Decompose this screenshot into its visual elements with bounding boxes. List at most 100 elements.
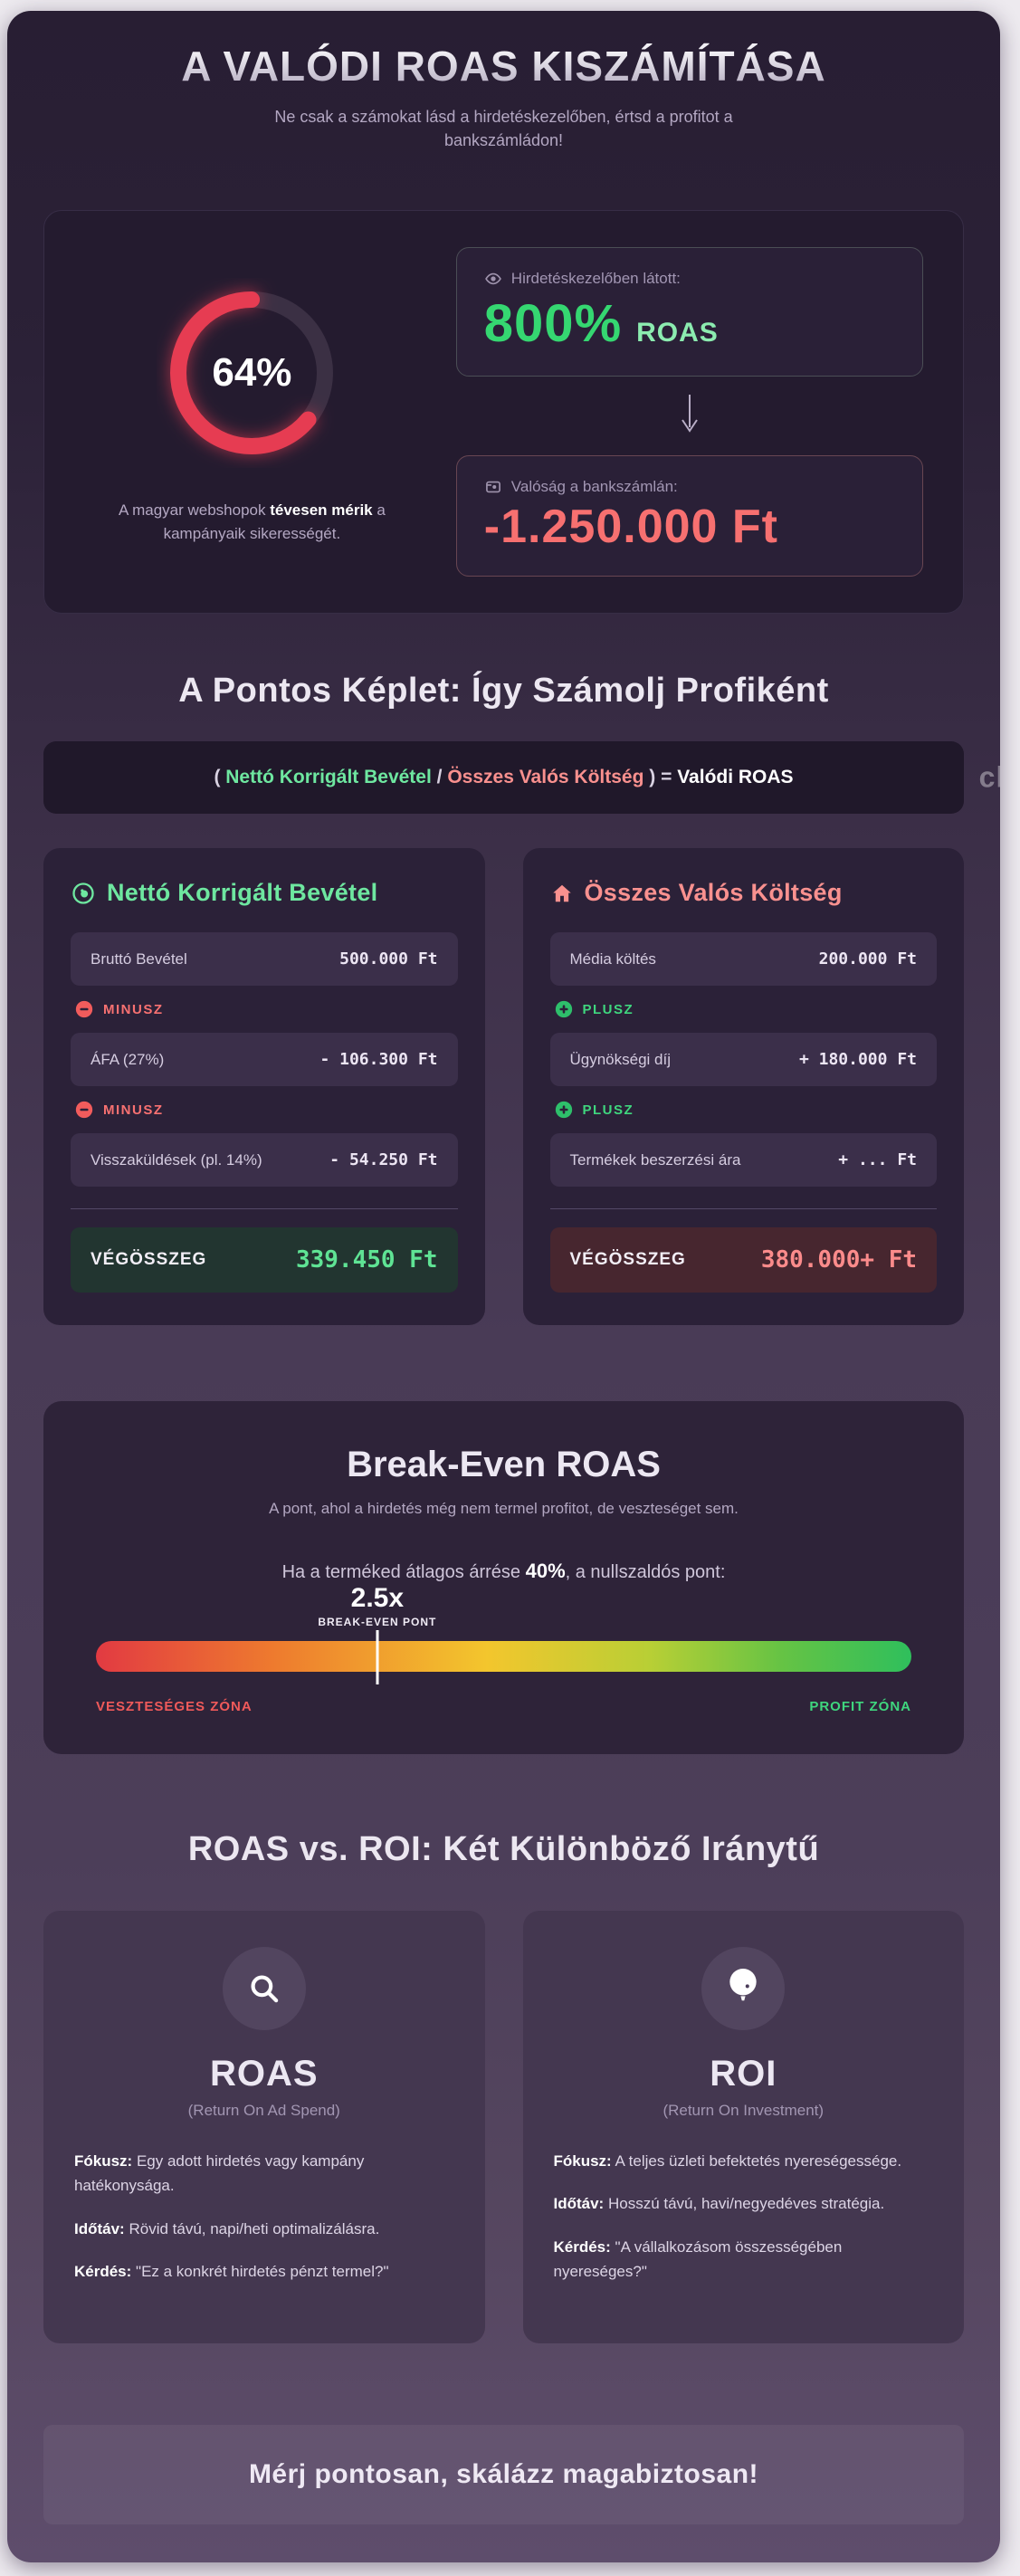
revenue-total-row: VÉGÖSSZEG 339.450 Ft (71, 1227, 458, 1293)
balloon-icon (723, 1965, 763, 2012)
roi-timeframe: Időtáv: Hosszú távú, havi/negyedéves str… (554, 2191, 934, 2216)
row-value: + 180.000 Ft (798, 1050, 917, 1070)
formula-numerator: Nettó Korrigált Bevétel (225, 767, 432, 788)
breakeven-marker-value: 2.5x (350, 1583, 405, 1614)
roas-seen-value: 800% (483, 294, 623, 354)
operator-label: PLUSZ (582, 1102, 634, 1118)
page-title: A VALÓDI ROAS KISZÁMÍTÁSA (62, 42, 946, 91)
operator-label: MINUSZ (103, 1102, 164, 1118)
roas-title: ROAS (209, 2054, 319, 2094)
operator-row: MINUSZ (74, 999, 458, 1019)
operator-label: MINUSZ (103, 1001, 164, 1017)
row-label: Média költés (569, 949, 656, 968)
header: A VALÓDI ROAS KISZÁMÍTÁSA Ne csak a szám… (7, 11, 1000, 152)
table-row: Ügynökségi díj + 180.000 Ft (549, 1033, 937, 1087)
row-value: + ... Ft (838, 1150, 917, 1170)
table-row: ÁFA (27%) - 106.300 Ft (71, 1033, 458, 1087)
ad-manager-stat-label-row: Hirdetéskezelőben látott: (484, 270, 895, 288)
sentence-bold: 40% (525, 1560, 566, 1583)
caption-post: a kampányaik sikerességét. (163, 501, 386, 543)
footer: Mérj pontosan, skálázz magabiztosan! (7, 2401, 1000, 2562)
table-row: Bruttó Bevétel 500.000 Ft (71, 932, 458, 987)
footer-bar: Mérj pontosan, skálázz magabiztosan! (43, 2424, 964, 2524)
operator-row: PLUSZ (554, 1100, 938, 1120)
divider (549, 1208, 937, 1210)
sentence-pre: Ha a terméked átlagos árrése (281, 1562, 526, 1583)
plus-circle-icon (554, 999, 574, 1019)
row-label: ÁFA (27%) (91, 1050, 165, 1068)
roas-subtitle: (Return On Ad Spend) (187, 2102, 340, 2120)
donut-chart: 64% (157, 278, 347, 468)
row-value: - 106.300 Ft (319, 1050, 438, 1070)
costs-card: Összes Valós Költség Média költés 200.00… (522, 848, 964, 1326)
formula-denominator: Összes Valós Költség (447, 767, 644, 788)
row-value: - 54.250 Ft (329, 1150, 438, 1170)
revenue-card-header: Nettó Korrigált Bevétel (71, 879, 458, 907)
total-label: VÉGÖSSZEG (91, 1250, 207, 1270)
question-label: Kérdés: (553, 2237, 611, 2256)
revenue-card: Nettó Korrigált Bevétel Bruttó Bevétel 5… (43, 848, 485, 1326)
breakeven-marker: 2.5x BREAK-EVEN PONT (318, 1583, 436, 1628)
roi-icon-circle (701, 1947, 786, 2031)
roi-card: ROI (Return On Investment) Fókusz: A tel… (522, 1911, 964, 2343)
bank-reality-stat-label-row: Valóság a bankszámlán: (484, 478, 895, 496)
roas-timeframe: Időtáv: Rövid távú, napi/heti optimalizá… (74, 2217, 454, 2241)
focus-text: Egy adott hirdetés vagy kampány hatékony… (74, 2152, 365, 2195)
roas-focus: Fókusz: Egy adott hirdetés vagy kampány … (74, 2149, 454, 2198)
question-text: "A vállalkozásom összességében nyeresége… (553, 2237, 843, 2280)
row-value: 500.000 Ft (339, 949, 438, 969)
time-text: Rövid távú, napi/heti optimalizálásra. (124, 2219, 380, 2237)
footer-slogan: Mérj pontosan, skálázz magabiztosan! (248, 2458, 759, 2489)
bank-reality-stat-box: Valóság a bankszámlán: -1.250.000 Ft (455, 455, 923, 577)
row-label: Visszaküldések (pl. 14%) (91, 1150, 262, 1169)
roi-subtitle: (Return On Investment) (663, 2102, 825, 2120)
focus-text: A teljes üzleti befektetés nyereségesség… (611, 2152, 902, 2171)
roi-question: Kérdés: "A vállalkozásom összességében n… (554, 2235, 934, 2284)
roas-body: Fókusz: Egy adott hirdetés vagy kampány … (74, 2149, 454, 2284)
operator-row: MINUSZ (74, 1100, 458, 1120)
breakeven-sentence: Ha a terméked átlagos árrése 40%, a null… (96, 1560, 911, 1583)
roi-focus: Fókusz: A teljes üzleti befektetés nyere… (554, 2149, 934, 2173)
infographic-poster: A VALÓDI ROAS KISZÁMÍTÁSA Ne csak a szám… (7, 11, 1000, 2562)
ad-manager-stat-label: Hirdetéskezelőben látott: (510, 270, 681, 288)
formula-open-paren: ( (214, 767, 226, 788)
total-label: VÉGÖSSZEG (569, 1250, 686, 1270)
zone-labels: VESZTESÉGES ZÓNA PROFIT ZÓNA (96, 1699, 911, 1714)
sentence-post: , a nullszaldós pont: (565, 1562, 726, 1583)
roas-seen-suffix: ROAS (636, 318, 719, 348)
donut-percent-value: 64% (212, 349, 292, 395)
ad-manager-stat-value-row: 800% ROAS (484, 293, 895, 354)
breakeven-gauge: 2.5x BREAK-EVEN PONT (96, 1583, 911, 1685)
bank-card-icon (484, 478, 502, 496)
donut-chart-panel: 64% A magyar webshopok tévesen mérik a k… (84, 278, 420, 547)
bank-reality-stat-label: Valóság a bankszámlán: (510, 478, 678, 496)
operator-label: PLUSZ (582, 1001, 634, 1017)
roas-icon-circle (222, 1947, 306, 2031)
costs-total-row: VÉGÖSSZEG 380.000+ Ft (549, 1227, 937, 1293)
minus-circle-icon (74, 999, 94, 1019)
formula-close-equals: ) = (643, 767, 678, 788)
focus-label: Fókusz: (553, 2152, 612, 2171)
row-label: Ügynökségi díj (569, 1050, 672, 1068)
costs-card-header: Összes Valós Költség (550, 879, 938, 907)
breakeven-marker-line (376, 1630, 379, 1685)
time-label: Időtáv: (553, 2195, 605, 2213)
eye-icon (484, 270, 502, 288)
formula-heading: A Pontos Képlet: Így Számolj Profiként (178, 672, 829, 711)
time-text: Hosszú távú, havi/negyedéves stratégia. (604, 2195, 885, 2213)
caption-bold: tévesen mérik (270, 501, 373, 519)
home-icon (550, 882, 574, 905)
roas-card: ROAS (Return On Ad Spend) Fókusz: Egy ad… (43, 1911, 485, 2343)
costs-card-title: Összes Valós Költség (584, 879, 843, 907)
table-row: Termékek beszerzési ára + ... Ft (549, 1133, 937, 1188)
operator-row: PLUSZ (554, 999, 938, 1019)
profit-zone-label: PROFIT ZÓNA (809, 1699, 911, 1715)
gradient-scale-bar (96, 1641, 911, 1673)
focus-label: Fókusz: (74, 2152, 133, 2171)
plus-circle-icon (554, 1100, 574, 1120)
formula-slash: / (431, 767, 448, 788)
compare-heading: ROAS vs. ROI: Két Különböző Iránytű (187, 1830, 820, 1869)
roi-body: Fókusz: A teljes üzleti befektetés nyere… (554, 2149, 934, 2284)
revenue-card-title: Nettó Korrigált Bevétel (107, 879, 378, 907)
caption-pre: A magyar webshopok (118, 501, 271, 519)
